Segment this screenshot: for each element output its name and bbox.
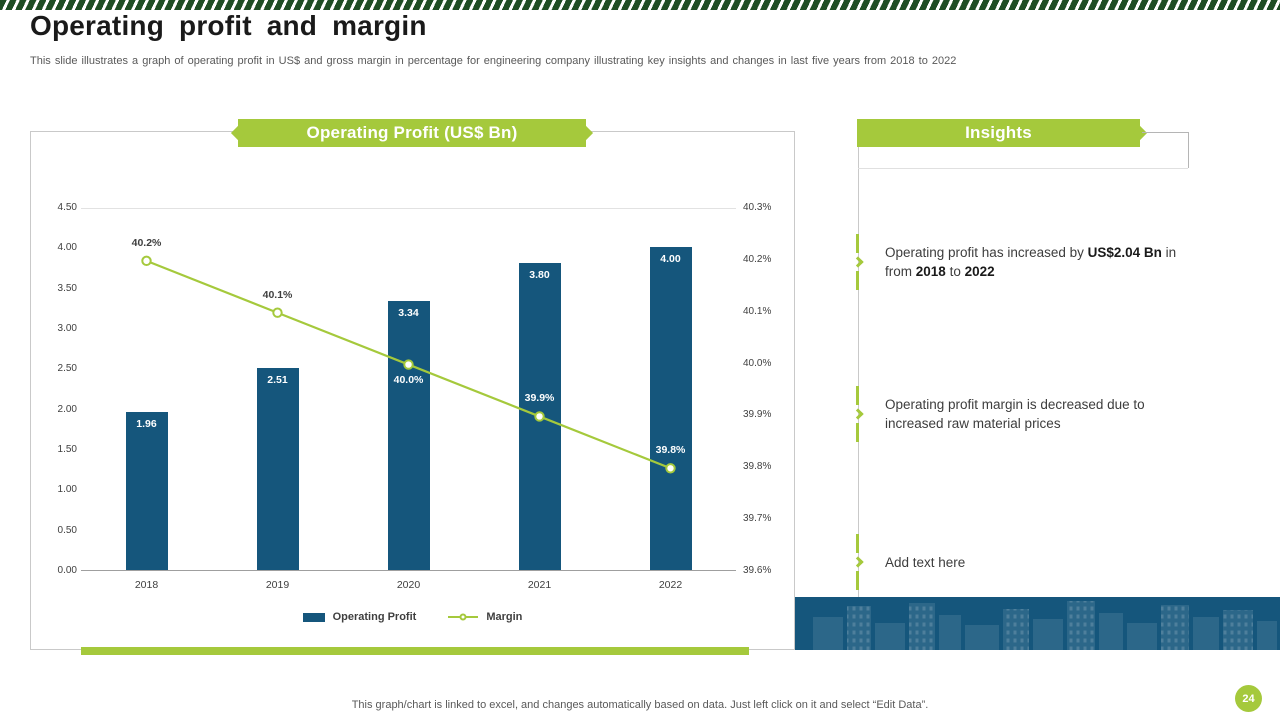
bar-2022[interactable]: 4.00 xyxy=(649,247,692,570)
right-axis-tick: 39.7% xyxy=(743,513,772,525)
left-axis-tick: 0.50 xyxy=(57,524,77,536)
margin-value-label: 40.1% xyxy=(262,288,293,301)
bar-value-label: 4.00 xyxy=(660,253,681,266)
bar-2018[interactable]: 1.96 xyxy=(125,411,168,570)
margin-point-marker[interactable] xyxy=(141,255,152,267)
bar-2019[interactable]: 2.51 xyxy=(256,367,299,570)
margin-point-marker[interactable] xyxy=(665,463,676,474)
insights-panel-top-border xyxy=(858,168,1188,169)
left-axis-tick: 1.00 xyxy=(57,484,77,496)
insight-text-part: in from xyxy=(885,245,1177,279)
banner-diamond-right-icon xyxy=(578,125,594,141)
margin-value-label: 40.0% xyxy=(393,373,424,386)
margin-value-label: 40.2% xyxy=(131,236,162,249)
bar-value-label: 1.96 xyxy=(136,417,157,430)
insight-bracket-icon xyxy=(852,534,866,590)
legend-line-marker-icon xyxy=(448,613,479,621)
x-axis-label: 2020 xyxy=(396,579,421,591)
page-number: 24 xyxy=(1242,692,1255,705)
right-axis-tick: 40.1% xyxy=(743,305,772,317)
insight-item-3: Add text here xyxy=(852,534,1188,590)
x-axis-labels: 2018 2019 2020 2021 2022 xyxy=(81,579,736,595)
connector-line-horizontal xyxy=(1142,132,1189,133)
insight-item-1: Operating profit has increased by US$2.0… xyxy=(852,234,1188,290)
bar-value-label: 3.80 xyxy=(529,269,550,282)
insights-diamond-icon xyxy=(1132,125,1148,141)
insight-text-bold: 2022 xyxy=(964,264,995,279)
insight-item-2: Operating profit margin is decreased due… xyxy=(852,386,1188,442)
legend-item: Operating Profit xyxy=(302,611,417,623)
insight-text-bold: US$2.04 Bn xyxy=(1087,245,1162,260)
insight-text-part: Operating profit has increased by xyxy=(885,245,1088,260)
chevron-right-icon xyxy=(852,408,864,420)
left-axis-tick: 4.00 xyxy=(57,242,77,254)
insight-text-part: to xyxy=(945,264,965,279)
city-graphic-box xyxy=(795,597,1280,650)
insight-bracket-icon xyxy=(852,234,866,290)
insights-panel-left-border xyxy=(858,147,859,597)
margin-value-label: 39.8% xyxy=(655,444,686,457)
legend-circle-icon xyxy=(459,613,467,621)
bar-value-label: 2.51 xyxy=(267,373,288,386)
right-axis-tick: 39.9% xyxy=(743,409,772,421)
bottom-accent-bar xyxy=(81,647,749,655)
legend-bar-swatch-icon xyxy=(302,612,325,622)
footer-note: This graph/chart is linked to excel, and… xyxy=(351,699,929,711)
slide-subtitle: This slide illustrates a graph of operat… xyxy=(30,55,957,67)
chart-legend: Operating Profit Margin xyxy=(31,611,794,623)
right-axis-tick: 40.2% xyxy=(743,253,772,265)
insight-text-2[interactable]: Operating profit margin is decreased due… xyxy=(885,397,1145,431)
margin-value-label: 39.9% xyxy=(524,392,555,405)
left-axis-tick: 2.50 xyxy=(57,363,77,375)
left-axis-tick: 1.50 xyxy=(57,444,77,455)
left-axis-tick: 4.50 xyxy=(57,202,77,213)
bar-value-label: 3.34 xyxy=(398,306,419,319)
left-axis-tick: 2.00 xyxy=(57,403,77,415)
chart-title: Operating Profit (US$ Bn) xyxy=(306,123,518,142)
insight-bracket-icon xyxy=(852,386,866,442)
margin-line-series xyxy=(141,255,676,474)
bar-2020[interactable]: 3.34 xyxy=(387,300,430,570)
chevron-right-icon xyxy=(852,556,864,568)
insights-title: Insights xyxy=(965,123,1032,142)
legend-label: Margin xyxy=(486,611,523,623)
plot-area[interactable]: 1.96 2.51 3.34 3.80 4.00 40.2% 40.1% 40.0% 39.9%… xyxy=(81,208,736,571)
right-axis-tick: 39.6% xyxy=(743,565,772,576)
insight-text-3[interactable]: Add text here xyxy=(885,554,966,570)
legend-label: Operating Profit xyxy=(332,611,417,623)
chevron-right-icon xyxy=(852,256,864,268)
insights-banner: Insights xyxy=(857,119,1148,147)
left-axis-tick: 0.00 xyxy=(57,565,77,576)
insight-text-1[interactable]: Operating profit has increased by US$2.0… xyxy=(885,243,1185,281)
margin-point-marker[interactable] xyxy=(534,411,545,422)
right-axis-tick: 39.8% xyxy=(743,461,772,473)
connector-line-vertical xyxy=(1188,132,1189,168)
right-axis-tick: 40.0% xyxy=(743,357,772,369)
right-axis-tick: 40.3% xyxy=(743,202,772,213)
margin-point-marker[interactable] xyxy=(403,359,414,370)
x-axis-label: 2018 xyxy=(134,579,159,591)
slide-title: Operating profit and margin xyxy=(30,10,427,41)
x-axis-label: 2022 xyxy=(658,579,683,591)
left-axis: 4.50 4.00 3.50 3.00 2.50 2.00 1.50 1.00 0.50 0.00 xyxy=(45,202,77,576)
chart-panel: Operating Profit (US$ Bn) 4.50 4.00 3.50 3.… xyxy=(30,119,795,655)
left-axis-tick: 3.50 xyxy=(57,282,77,294)
page-number-badge: 24 xyxy=(1235,685,1262,712)
left-axis-tick: 3.00 xyxy=(57,323,77,334)
chart-title-banner: Operating Profit (US$ Bn) xyxy=(230,119,594,147)
margin-point-marker[interactable] xyxy=(272,307,283,318)
legend-item: Margin xyxy=(448,611,522,623)
x-axis-label: 2019 xyxy=(265,579,290,591)
banner-diamond-left-icon xyxy=(230,125,246,141)
insight-text-bold: 2018 xyxy=(915,264,946,279)
x-axis-label: 2021 xyxy=(527,579,552,591)
right-axis: 40.3% 40.2% 40.1% 40.0% 39.9% 39.8% 39.7% 39.6% xyxy=(743,202,787,576)
city-skyline-graphic xyxy=(813,601,1277,650)
top-border-pattern xyxy=(0,0,1280,10)
